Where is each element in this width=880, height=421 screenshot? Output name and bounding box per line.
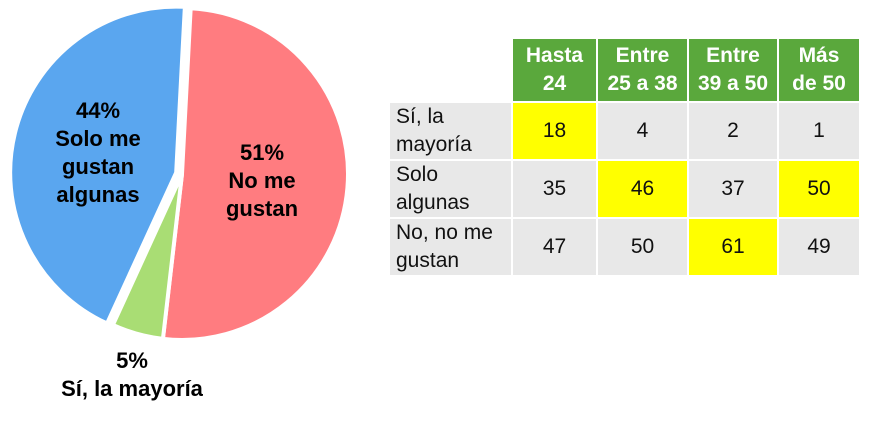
- table-cell: 37: [687, 159, 779, 219]
- row-label: Sí, la mayoría: [388, 101, 513, 161]
- table-cell: 18: [511, 101, 598, 161]
- table-row: No, no me gustan 47 50 61 49: [388, 217, 861, 277]
- table-cell: 46: [596, 159, 689, 219]
- table-cell: 61: [687, 217, 779, 277]
- table-cell: 50: [596, 217, 689, 277]
- pie-slice-label: 5% Sí, la mayoría: [61, 348, 204, 401]
- pie-slice: [110, 173, 184, 342]
- column-header: Entre 39 a 50: [687, 37, 779, 103]
- table-cell: 1: [777, 101, 861, 161]
- column-header: Más de 50: [777, 37, 861, 103]
- table-row: Sí, la mayoría 18 4 2 1: [388, 101, 861, 161]
- table-cell: 35: [511, 159, 598, 219]
- pie-chart: 51% No me gustan 5% Sí, la mayoría 44% Solo me…: [8, 4, 350, 401]
- table-cell: 50: [777, 159, 861, 219]
- pie-slice: [8, 4, 187, 327]
- table-row: Solo algunas 35 46 37 50: [388, 159, 861, 219]
- table-cell: 47: [511, 217, 598, 277]
- pie-slice-label: 51% No me gustan: [226, 140, 298, 221]
- row-label: Solo algunas: [388, 159, 513, 219]
- pie-slice-label: 44% Solo me gustan algunas: [55, 98, 141, 207]
- column-header: Hasta 24: [511, 37, 598, 103]
- table-cell: 2: [687, 101, 779, 161]
- table-header-row: Hasta 24 Entre 25 a 38 Entre 39 a 50 Más…: [388, 37, 861, 103]
- table-cell: 4: [596, 101, 689, 161]
- pie-slice: [160, 6, 350, 342]
- table-cell: 49: [777, 217, 861, 277]
- table-corner: [388, 37, 513, 103]
- row-label: No, no me gustan: [388, 217, 513, 277]
- column-header: Entre 25 a 38: [596, 37, 689, 103]
- age-distribution-table: Hasta 24 Entre 25 a 38 Entre 39 a 50 Más…: [388, 37, 861, 277]
